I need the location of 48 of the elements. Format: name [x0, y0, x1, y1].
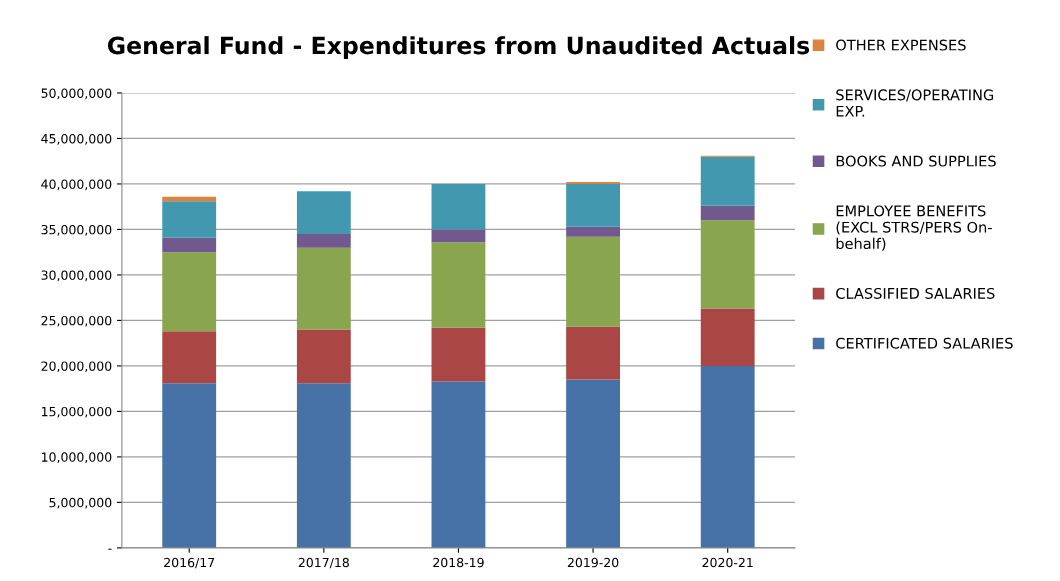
bar [162, 237, 217, 253]
bar [700, 308, 755, 366]
y-tick-label: 20,000,000 [41, 361, 112, 373]
legend-label: EMPLOYEE BENEFITS (EXCL STRS/PERS On- behalf) [836, 205, 992, 251]
bar [431, 381, 486, 548]
bar [700, 156, 755, 206]
bar [162, 252, 217, 332]
bar [566, 379, 620, 548]
bar [700, 365, 755, 548]
bar [431, 327, 486, 382]
bar [566, 226, 620, 237]
y-tick-label: 35,000,000 [41, 224, 112, 236]
bar [162, 383, 217, 548]
bar [566, 326, 620, 380]
bar [296, 247, 351, 330]
legend-label: SERVICES/OPERATING EXP. [836, 89, 994, 117]
legend-label: CLASSIFIED SALARIES [836, 287, 995, 299]
bar [431, 183, 486, 230]
bar [296, 329, 351, 384]
x-tick-label: 2020-21 [702, 557, 753, 568]
x-tick-label: 2017/18 [298, 557, 349, 569]
legend-label: BOOKS AND SUPPLIES [836, 155, 996, 167]
bar [296, 191, 351, 234]
bar [296, 383, 351, 548]
y-tick-label: 10,000,000 [41, 452, 112, 464]
bar [162, 331, 217, 384]
x-tick-label: 2018-19 [433, 557, 484, 568]
bar [566, 236, 620, 327]
bar [431, 242, 486, 328]
chart-title: General Fund - Expenditures from Unaudited Actuals [107, 36, 810, 59]
legend-label: OTHER EXPENSES [836, 39, 966, 51]
bar [566, 183, 620, 227]
y-tick-label: 15,000,000 [41, 406, 112, 418]
bar [296, 233, 351, 248]
y-tick-label: 40,000,000 [41, 179, 112, 191]
bar [431, 229, 486, 243]
y-tick-label: 25,000,000 [41, 315, 112, 327]
y-tick-label: - [108, 548, 112, 550]
y-tick-label: 50,000,000 [41, 88, 112, 100]
x-tick-label: 2019-20 [567, 557, 619, 568]
y-tick-label: 30,000,000 [41, 270, 112, 282]
bar [700, 205, 755, 221]
legend-label: CERTIFICATED SALARIES [836, 337, 1013, 349]
y-tick-label: 5,000,000 [49, 497, 112, 509]
bar [162, 201, 217, 238]
y-tick-label: 45,000,000 [41, 133, 112, 145]
bar [700, 220, 755, 309]
x-tick-label: 2016/17 [164, 557, 215, 569]
